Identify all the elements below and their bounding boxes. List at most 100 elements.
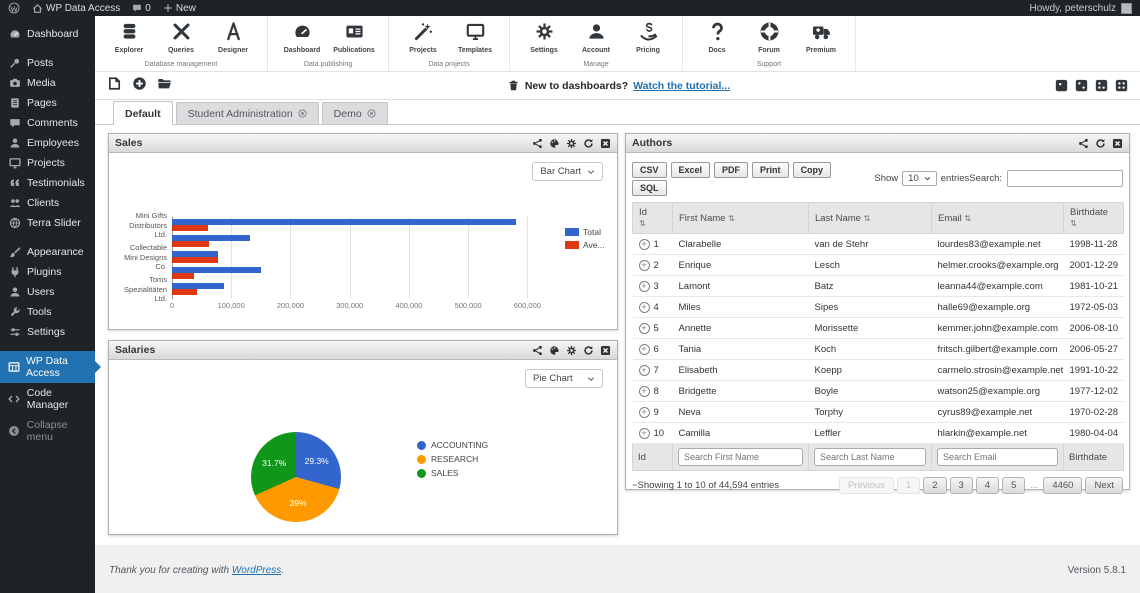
- sidebar-item-comments[interactable]: Comments: [0, 113, 95, 133]
- column-header-last-name[interactable]: Last Name ⇅: [808, 202, 932, 234]
- filter-first-name-input[interactable]: [678, 448, 803, 466]
- open-dashboard-icon[interactable]: [157, 76, 172, 91]
- sidebar-item-code-manager[interactable]: Code Manager: [0, 383, 95, 415]
- sidebar-item-pages[interactable]: Pages: [0, 93, 95, 113]
- close-icon[interactable]: [600, 345, 611, 356]
- sidebar-item-dashboard[interactable]: Dashboard: [0, 24, 95, 44]
- page-size-select[interactable]: 10: [902, 170, 937, 186]
- refresh-icon[interactable]: [1095, 138, 1106, 149]
- layout-2-columns-icon[interactable]: [1075, 79, 1088, 92]
- comments-link[interactable]: 0: [132, 3, 151, 14]
- new-content-link[interactable]: New: [163, 3, 196, 14]
- table-search-input[interactable]: [1007, 169, 1123, 187]
- page-button-next[interactable]: Next: [1085, 477, 1123, 494]
- close-icon[interactable]: [600, 138, 611, 149]
- gear-icon[interactable]: [566, 345, 577, 356]
- expand-row-icon[interactable]: +: [638, 238, 650, 250]
- close-icon[interactable]: [1112, 138, 1123, 149]
- export-print-button[interactable]: Print: [752, 162, 789, 178]
- sidebar-item-clients[interactable]: Clients: [0, 193, 95, 213]
- layout-4-panels-icon[interactable]: [1115, 79, 1128, 92]
- sidebar-item-testimonials[interactable]: Testimonials: [0, 173, 95, 193]
- dashboard-tab-student-administration[interactable]: Student Administration: [175, 102, 319, 124]
- export-copy-button[interactable]: Copy: [792, 162, 832, 178]
- trash-icon[interactable]: [507, 79, 520, 92]
- share-icon[interactable]: [1078, 138, 1089, 149]
- ribbon-item-dashboard[interactable]: Dashboard: [276, 21, 328, 59]
- ribbon-item-designer[interactable]: Designer: [207, 21, 259, 59]
- ribbon-item-publications[interactable]: Publications: [328, 21, 380, 59]
- page-button-4460[interactable]: 4460: [1043, 477, 1083, 494]
- sidebar-item-users[interactable]: Users: [0, 282, 95, 302]
- expand-row-icon[interactable]: +: [638, 301, 650, 313]
- page-button-5[interactable]: 5: [1002, 477, 1026, 494]
- expand-row-icon[interactable]: +: [638, 259, 650, 271]
- expand-row-icon[interactable]: +: [638, 427, 650, 439]
- filter-email-input[interactable]: [937, 448, 1058, 466]
- wordpress-link[interactable]: WordPress: [231, 565, 282, 576]
- layout-1-column-icon[interactable]: [1055, 79, 1068, 92]
- ribbon-item-templates[interactable]: Templates: [449, 21, 501, 59]
- howdy-text[interactable]: Howdy, peterschulz: [1029, 2, 1116, 14]
- column-header-first-name[interactable]: First Name ⇅: [672, 202, 809, 234]
- dashboard-tab-demo[interactable]: Demo: [321, 102, 388, 124]
- sidebar-item-settings[interactable]: Settings: [0, 322, 95, 342]
- sidebar-item-posts[interactable]: Posts: [0, 53, 95, 73]
- expand-row-icon[interactable]: +: [638, 364, 650, 376]
- export-pdf-button[interactable]: PDF: [714, 162, 749, 178]
- ribbon-item-projects[interactable]: Projects: [397, 21, 449, 59]
- site-name-link[interactable]: WP Data Access: [32, 3, 120, 14]
- sidebar-item-media[interactable]: Media: [0, 73, 95, 93]
- sidebar-item-appearance[interactable]: Appearance: [0, 242, 95, 262]
- ribbon-item-queries[interactable]: Queries: [155, 21, 207, 59]
- ribbon-item-account[interactable]: Account: [570, 21, 622, 59]
- share-icon[interactable]: [532, 345, 543, 356]
- export-csv-button[interactable]: CSV: [632, 162, 667, 178]
- gear-icon[interactable]: [566, 138, 577, 149]
- ribbon-item-docs[interactable]: Docs: [691, 21, 743, 59]
- sidebar-item-terra-slider[interactable]: Terra Slider: [0, 213, 95, 233]
- refresh-icon[interactable]: [583, 345, 594, 356]
- watch-tutorial-link[interactable]: Watch the tutorial...: [633, 79, 731, 92]
- expand-row-icon[interactable]: +: [638, 406, 650, 418]
- sidebar-item-employees[interactable]: Employees: [0, 133, 95, 153]
- sidebar-item-tools[interactable]: Tools: [0, 302, 95, 322]
- expand-row-icon[interactable]: +: [638, 343, 650, 355]
- layout-3-columns-icon[interactable]: [1095, 79, 1108, 92]
- ribbon-item-premium[interactable]: Premium: [795, 21, 847, 59]
- column-header-id[interactable]: Id ⇅: [632, 202, 673, 234]
- new-dashboard-icon[interactable]: [107, 76, 122, 91]
- expand-row-icon[interactable]: +: [638, 280, 650, 292]
- page-button-1[interactable]: 1: [896, 477, 921, 494]
- sidebar-item-projects[interactable]: Projects: [0, 153, 95, 173]
- dashboard-tab-default[interactable]: Default: [113, 101, 173, 125]
- page-button--[interactable]: ...: [1030, 480, 1039, 491]
- sidebar-item-plugins[interactable]: Plugins: [0, 262, 95, 282]
- close-tab-icon[interactable]: [367, 109, 376, 118]
- ribbon-item-pricing[interactable]: Pricing: [622, 21, 674, 59]
- ribbon-item-forum[interactable]: Forum: [743, 21, 795, 59]
- refresh-icon[interactable]: [583, 138, 594, 149]
- expand-row-icon[interactable]: +: [638, 322, 650, 334]
- add-panel-icon[interactable]: [132, 76, 147, 91]
- page-button-4[interactable]: 4: [975, 477, 1000, 494]
- palette-icon[interactable]: [549, 138, 560, 149]
- salaries-chart-type-select[interactable]: Pie Chart: [525, 369, 603, 388]
- palette-icon[interactable]: [549, 345, 560, 356]
- page-button-2[interactable]: 2: [923, 477, 947, 494]
- column-header-birthdate[interactable]: Birthdate ⇅: [1063, 202, 1124, 234]
- close-tab-icon[interactable]: [298, 109, 307, 118]
- sidebar-item-collapse-menu[interactable]: Collapse menu: [0, 415, 95, 447]
- column-header-email[interactable]: Email ⇅: [931, 202, 1064, 234]
- avatar[interactable]: [1121, 2, 1132, 14]
- ribbon-item-explorer[interactable]: Explorer: [103, 21, 155, 59]
- share-icon[interactable]: [532, 138, 543, 149]
- wordpress-menu[interactable]: [8, 2, 20, 14]
- filter-last-name-input[interactable]: [814, 448, 926, 466]
- sidebar-item-wp-data-access[interactable]: WP Data Access: [0, 351, 95, 383]
- sales-chart-type-select[interactable]: Bar Chart: [532, 162, 603, 181]
- export-sql-button[interactable]: SQL: [632, 180, 667, 196]
- ribbon-item-settings[interactable]: Settings: [518, 21, 570, 59]
- page-button-3[interactable]: 3: [949, 477, 973, 494]
- expand-row-icon[interactable]: +: [638, 385, 650, 397]
